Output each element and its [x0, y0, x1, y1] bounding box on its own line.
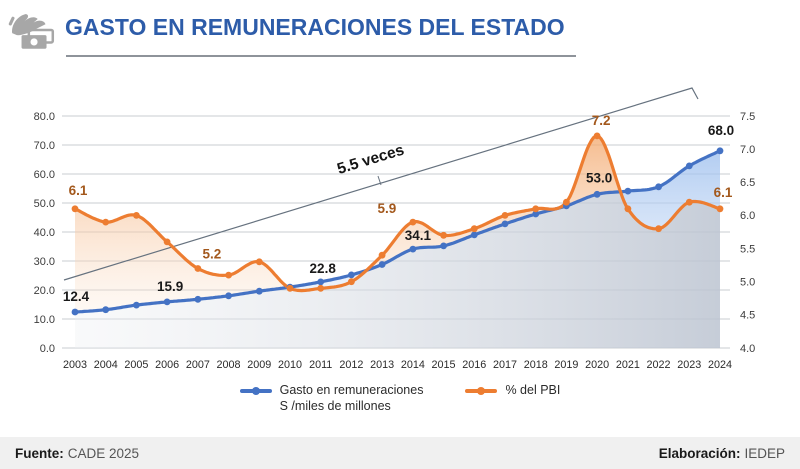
legend-label: Gasto en remuneraciones [279, 383, 424, 397]
svg-text:2011: 2011 [309, 359, 332, 371]
svg-text:2003: 2003 [63, 359, 87, 371]
svg-text:2019: 2019 [554, 359, 578, 371]
svg-text:7.2: 7.2 [592, 113, 611, 128]
source-note: Fuente: CADE 2025 [15, 445, 140, 461]
legend-marker-blue [239, 384, 272, 398]
svg-text:4.5: 4.5 [740, 310, 755, 322]
svg-text:30.0: 30.0 [34, 256, 55, 268]
svg-text:4.0: 4.0 [740, 343, 755, 355]
svg-text:20.0: 20.0 [34, 285, 55, 297]
chart-legend: Gasto en remuneraciones S /miles de mill… [0, 382, 800, 415]
svg-text:6.5: 6.5 [740, 177, 755, 189]
svg-text:2006: 2006 [155, 359, 179, 371]
svg-text:2009: 2009 [247, 359, 271, 371]
svg-text:2021: 2021 [616, 359, 640, 371]
svg-text:50.0: 50.0 [34, 198, 55, 210]
dual-axis-line-chart: 0.0 10.0 20.0 30.0 40.0 50.0 60.0 70.0 80.0 4.0 4.… [34, 87, 755, 371]
svg-text:34.1: 34.1 [405, 228, 432, 243]
svg-text:70.0: 70.0 [34, 140, 55, 152]
svg-text:2004: 2004 [94, 359, 118, 371]
svg-text:80.0: 80.0 [34, 111, 55, 123]
svg-text:6.0: 6.0 [740, 210, 755, 222]
svg-text:2005: 2005 [124, 359, 148, 371]
svg-text:5.9: 5.9 [378, 201, 397, 216]
legend-label: % del PBI [505, 383, 561, 397]
page-title: GASTO EN REMUNERACIONES DEL ESTADO [65, 14, 565, 40]
svg-text:2008: 2008 [217, 359, 241, 371]
svg-text:2023: 2023 [677, 359, 701, 371]
legend-item-pbi: % del PBI [465, 382, 560, 415]
svg-text:5.0: 5.0 [740, 277, 755, 289]
svg-text:2013: 2013 [370, 359, 394, 371]
svg-text:12.4: 12.4 [63, 289, 90, 304]
svg-text:2020: 2020 [585, 359, 609, 371]
svg-text:40.0: 40.0 [34, 227, 55, 239]
svg-text:7.5: 7.5 [740, 111, 755, 123]
svg-text:10.0: 10.0 [34, 314, 55, 326]
svg-text:53.0: 53.0 [586, 170, 612, 185]
legend-marker-orange [465, 384, 498, 398]
elaboration-note: Elaboración: IEDEP [658, 445, 785, 461]
svg-text:0.0: 0.0 [40, 343, 55, 355]
svg-text:2017: 2017 [493, 359, 517, 371]
svg-text:2007: 2007 [186, 359, 210, 371]
svg-text:2024: 2024 [708, 359, 732, 371]
svg-text:2016: 2016 [462, 359, 486, 371]
svg-text:2014: 2014 [401, 359, 425, 371]
svg-text:2010: 2010 [278, 359, 302, 371]
svg-text:2022: 2022 [647, 359, 671, 371]
svg-text:2018: 2018 [524, 359, 548, 371]
svg-text:60.0: 60.0 [34, 169, 55, 181]
svg-text:5.5: 5.5 [740, 243, 755, 255]
legend-sublabel: S /miles de millones [279, 399, 391, 414]
legend-item-gasto: Gasto en remuneraciones S /miles de mill… [239, 382, 424, 415]
svg-text:2012: 2012 [339, 359, 363, 371]
svg-text:7.0: 7.0 [740, 144, 755, 156]
svg-text:6.1: 6.1 [69, 183, 88, 198]
svg-text:6.1: 6.1 [714, 185, 733, 200]
svg-text:15.9: 15.9 [157, 279, 183, 294]
svg-text:5.5 veces: 5.5 veces [335, 141, 406, 177]
money-hand-icon [8, 6, 58, 56]
footer-bar: Fuente: CADE 2025 Elaboración: IEDEP [0, 437, 800, 469]
svg-text:68.0: 68.0 [708, 123, 734, 138]
title-underline [66, 55, 576, 57]
svg-text:5.2: 5.2 [203, 247, 222, 262]
svg-text:22.8: 22.8 [310, 261, 337, 276]
svg-text:2015: 2015 [432, 359, 456, 371]
